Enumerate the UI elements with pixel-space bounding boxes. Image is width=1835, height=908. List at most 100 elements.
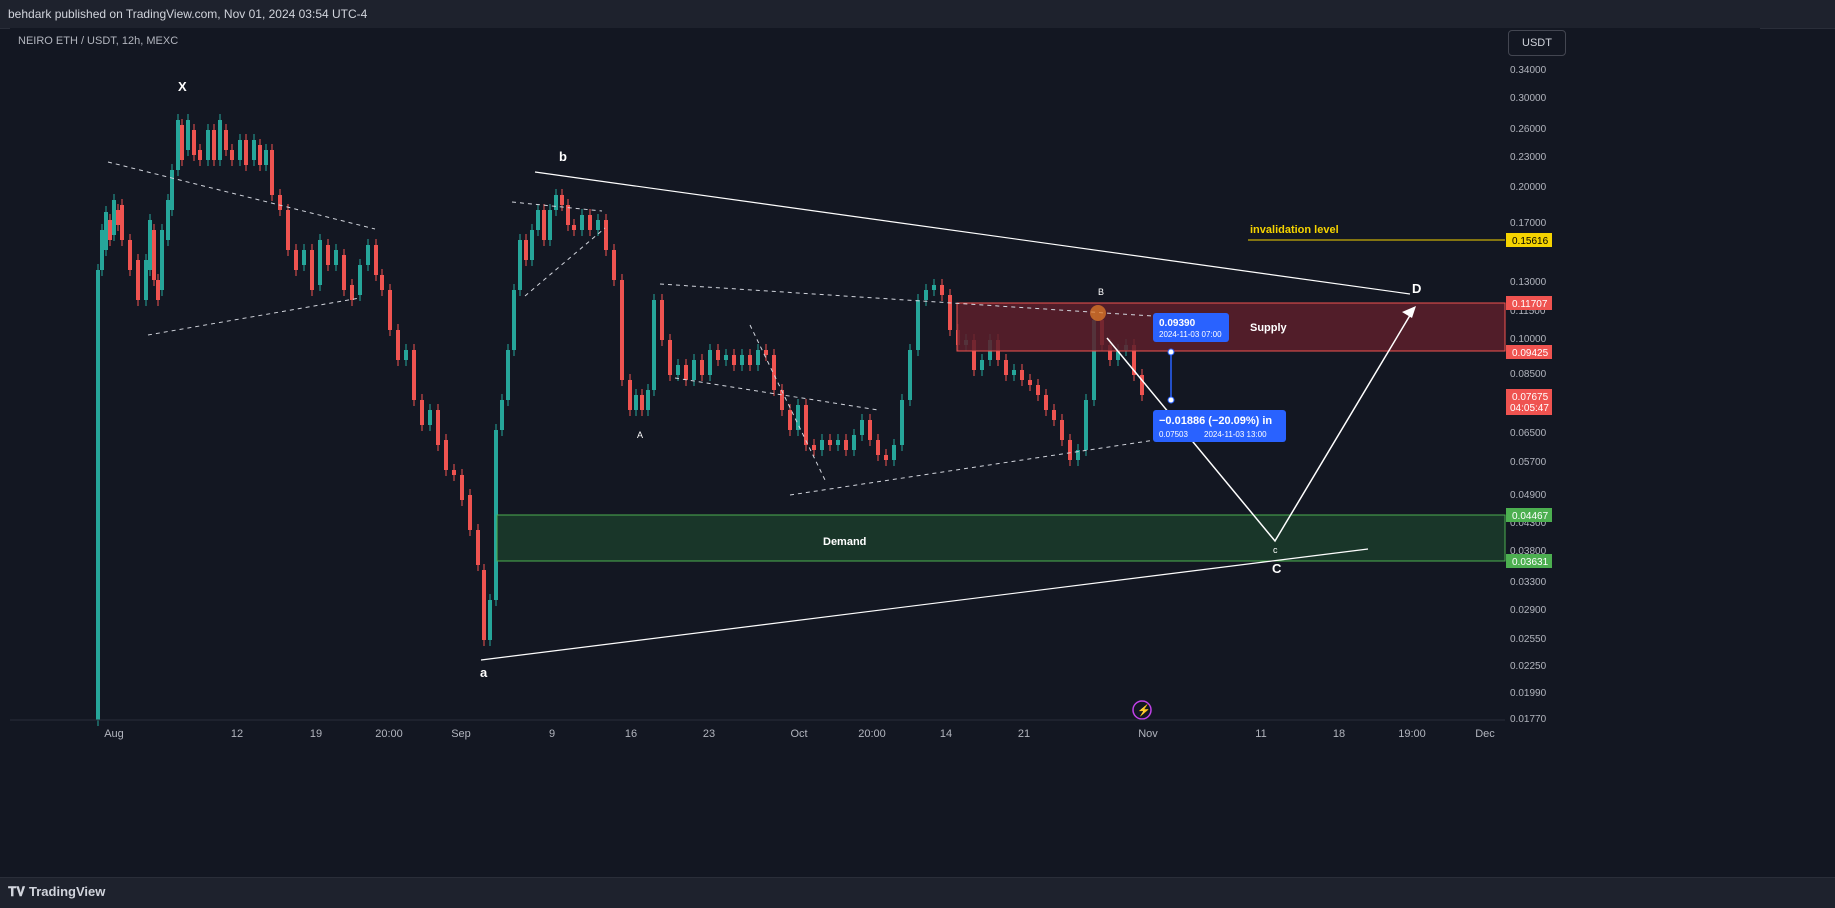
candle-body [652, 300, 656, 390]
time-tick-label: Sep [451, 728, 471, 740]
time-tick-label: 19:00 [1398, 728, 1426, 740]
price-tick-label: 0.10000 [1510, 334, 1547, 345]
invalidation-price-text: 0.15616 [1512, 236, 1549, 247]
label-C: C [1272, 561, 1282, 576]
candle-body [640, 395, 644, 410]
time-tick-label: Aug [104, 728, 124, 740]
candle-body [700, 360, 704, 375]
publisher-text: behdark published on TradingView.com, No… [8, 7, 368, 21]
label-a: a [480, 665, 488, 680]
bottom-bar [0, 877, 1835, 908]
candle-body [1132, 345, 1136, 375]
chart-area[interactable] [10, 28, 1760, 846]
candle-body [420, 400, 424, 425]
candle-body [932, 285, 936, 290]
price-tick-label: 0.34000 [1510, 65, 1547, 76]
svg-text:⚡: ⚡ [1137, 704, 1151, 717]
candle-body [206, 130, 210, 160]
currency-button[interactable]: USDT [1508, 30, 1566, 56]
label-b: b [559, 149, 567, 164]
candle-body [476, 530, 480, 565]
candle-body [1052, 410, 1056, 420]
candle-body [366, 245, 370, 265]
candle-body [972, 340, 976, 370]
candle-body [104, 212, 108, 250]
measure-change: −0.01886 (−20.09%) in [1159, 415, 1272, 427]
candle-body [876, 440, 880, 455]
candle-body [412, 350, 416, 400]
price-tick-label: 0.03800 [1510, 546, 1547, 557]
measure-point-bottom [1167, 396, 1175, 404]
time-tick-label: 20:00 [858, 728, 886, 740]
candle-body [342, 255, 346, 290]
price-tick-label: 0.11500 [1510, 306, 1546, 317]
price-tick-label: 0.01770 [1510, 714, 1547, 725]
candle-body [580, 215, 584, 230]
candle-body [860, 420, 864, 435]
candle-body [868, 420, 872, 440]
candle-body [900, 400, 904, 445]
candle-body [428, 410, 432, 425]
candle-body [908, 350, 912, 400]
candle-body [380, 275, 384, 290]
candle-body [176, 120, 180, 170]
candle-body [884, 455, 888, 460]
candle-body [524, 240, 528, 260]
candle-body [820, 440, 824, 450]
b-marker [1090, 305, 1106, 321]
time-axis-ticks: Aug 12 19 20:00 Sep 9 16 23 Oct 20:00 14 21 Nov 11 18 1… [104, 728, 1495, 740]
candle-body [836, 440, 840, 445]
candle-body [980, 360, 984, 370]
price-tick-label: 0.01990 [1510, 688, 1547, 699]
candle-body [218, 120, 222, 160]
candle-body [1004, 360, 1008, 375]
measure-bottom-price: 0.07503 [1159, 430, 1188, 439]
candle-body [128, 240, 132, 270]
candle-body [238, 140, 242, 160]
candle-body [812, 445, 816, 450]
candle-body [604, 220, 608, 250]
candle-body [108, 220, 112, 240]
candle-body [548, 210, 552, 240]
candle-body [96, 270, 100, 720]
candle-body [1028, 380, 1032, 385]
candle-body [708, 350, 712, 375]
price-tick-label: 0.04900 [1510, 490, 1547, 501]
tradingview-brand[interactable]: 𝐓𝐕 TradingView [8, 884, 105, 900]
candle-body [1092, 320, 1096, 400]
candle-body [620, 280, 624, 380]
candle-body [212, 130, 216, 160]
last-price-tag [1506, 389, 1552, 415]
candle-body [166, 200, 170, 240]
time-tick-label: Oct [790, 728, 807, 740]
candle-body [100, 230, 104, 270]
label-B: B [1098, 287, 1104, 297]
time-tick-label: Nov [1138, 728, 1158, 740]
candle-body [748, 355, 752, 365]
candle-body [772, 355, 776, 390]
time-tick-label: 14 [940, 728, 952, 740]
candle-body [676, 365, 680, 375]
trendline-b-d [534, 171, 1411, 295]
candle-body [482, 570, 486, 640]
candle-body [396, 330, 400, 360]
candle-body [1012, 370, 1016, 375]
supply-zone [956, 302, 1506, 352]
candle-body [560, 195, 564, 205]
candle-body [436, 410, 440, 445]
candle-body [924, 290, 928, 300]
demand-bottom-price-text: 0.03631 [1512, 557, 1549, 568]
candle-body [916, 300, 920, 350]
time-tick-label: Dec [1475, 728, 1495, 740]
candle-body [224, 130, 228, 150]
candle-body [1060, 420, 1064, 440]
candle-body [780, 390, 784, 410]
candle-body [488, 600, 492, 640]
demand-top-price-text: 0.04467 [1512, 511, 1549, 522]
candle-body [170, 170, 174, 210]
candle-body [198, 150, 202, 160]
candle-body [756, 350, 760, 365]
candle-body [192, 130, 196, 155]
candle-body [444, 440, 448, 470]
